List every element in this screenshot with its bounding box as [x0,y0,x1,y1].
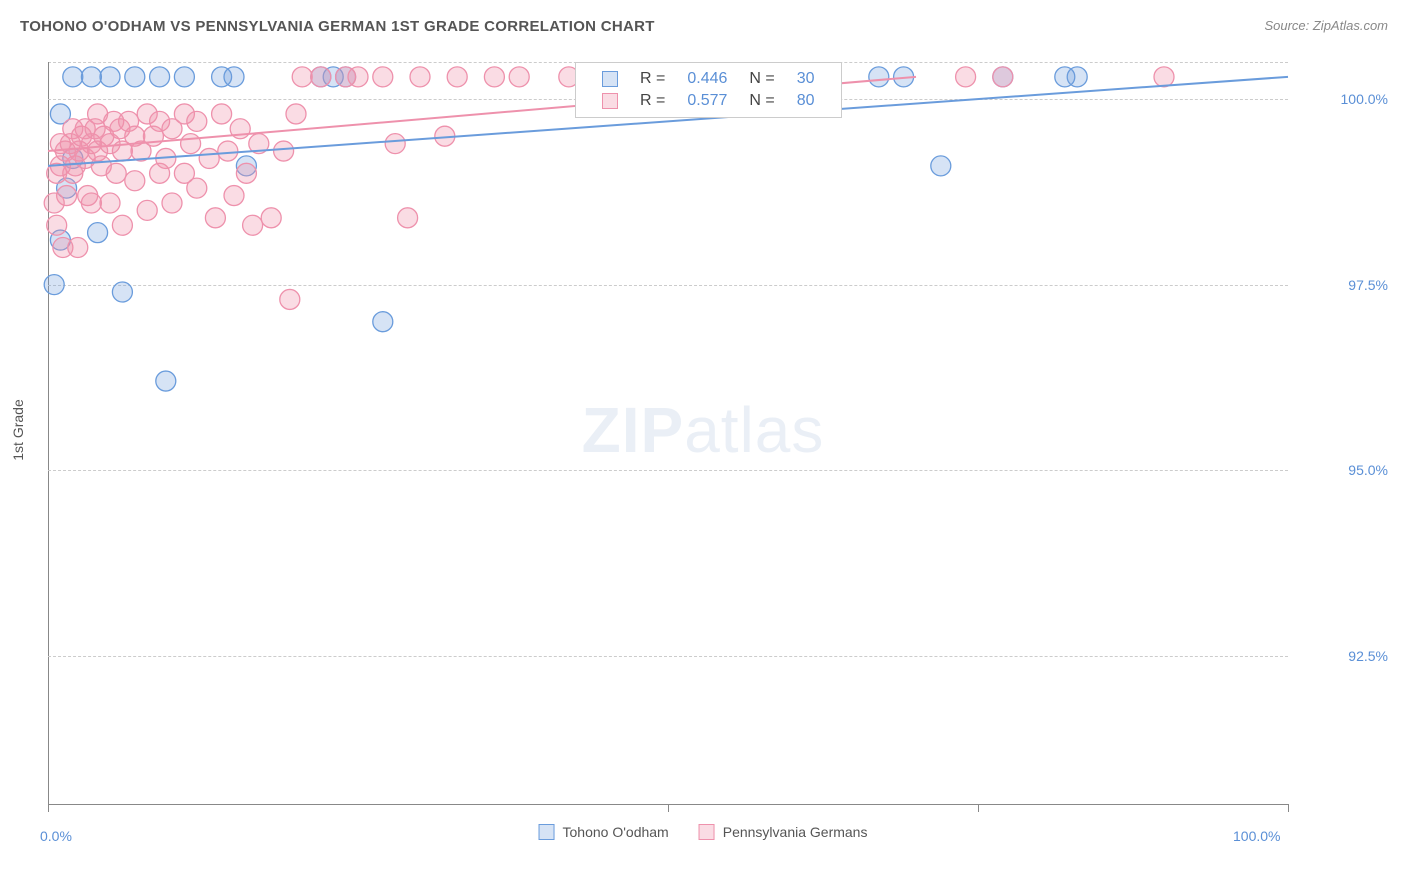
scatter-point [261,208,281,228]
legend-label: Pennsylvania Germans [723,824,868,840]
scatter-point [187,111,207,131]
scatter-point [410,67,430,87]
scatter-point [1154,67,1174,87]
series-swatch [602,71,618,87]
stat-r-value: 0.446 [677,69,737,89]
scatter-point [236,163,256,183]
scatter-point [156,371,176,391]
correlation-chart: TOHONO O'ODHAM VS PENNSYLVANIA GERMAN 1S… [0,0,1406,892]
scatter-point [212,104,232,124]
stats-legend-box: R =0.446N =30 R =0.577N =80 [575,62,842,118]
scatter-point [292,67,312,87]
scatter-point [100,67,120,87]
scatter-point [81,193,101,213]
scatter-point [88,223,108,243]
scatter-point [100,193,120,213]
scatter-point [373,67,393,87]
scatter-point [447,67,467,87]
scatter-point [174,67,194,87]
scatter-point [398,208,418,228]
y-tick-label: 100.0% [1341,91,1388,107]
scatter-point [243,215,263,235]
scatter-point [47,215,67,235]
source-label: Source: ZipAtlas.com [1264,18,1388,33]
scatter-point [150,67,170,87]
scatter-point [1067,67,1087,87]
scatter-point [68,238,88,258]
scatter-point [162,193,182,213]
stat-n-label: N = [739,91,784,111]
x-tick [978,804,979,812]
scatter-point [125,171,145,191]
stat-n-label: N = [739,69,784,89]
stat-r-label: R = [630,69,675,89]
y-tick-label: 95.0% [1348,462,1388,478]
x-tick [668,804,669,812]
scatter-point [286,104,306,124]
scatter-point [509,67,529,87]
scatter-point [112,282,132,302]
legend: Tohono O'odham Pennsylvania Germans [539,824,868,840]
y-tick-label: 92.5% [1348,648,1388,664]
scatter-point [57,186,77,206]
scatter-point [218,141,238,161]
stat-n-value: 30 [787,69,825,89]
chart-title: TOHONO O'ODHAM VS PENNSYLVANIA GERMAN 1S… [20,18,655,35]
scatter-point [181,134,201,154]
scatter-point [956,67,976,87]
stat-r-label: R = [630,91,675,111]
y-tick-label: 97.5% [1348,277,1388,293]
x-tick [48,804,49,812]
scatter-point [869,67,889,87]
x-tick [1288,804,1289,812]
scatter-point [199,148,219,168]
scatter-point [373,312,393,332]
stat-r-value: 0.577 [677,91,737,111]
x-tick-label: 0.0% [40,828,72,844]
legend-label: Tohono O'odham [563,824,669,840]
scatter-point [63,67,83,87]
scatter-point [224,67,244,87]
scatter-point [137,200,157,220]
scatter-point [44,275,64,295]
scatter-svg [48,62,1288,804]
legend-item: Tohono O'odham [539,824,669,840]
scatter-point [484,67,504,87]
legend-item: Pennsylvania Germans [699,824,868,840]
series-swatch [539,824,555,840]
series-swatch [699,824,715,840]
scatter-point [112,215,132,235]
scatter-point [311,67,331,87]
scatter-point [280,289,300,309]
x-tick-label: 100.0% [1233,828,1280,844]
series-swatch [602,93,618,109]
stat-n-value: 80 [787,91,825,111]
scatter-point [274,141,294,161]
scatter-point [993,67,1013,87]
scatter-point [125,67,145,87]
scatter-point [385,134,405,154]
scatter-point [224,186,244,206]
scatter-point [205,208,225,228]
scatter-point [348,67,368,87]
scatter-point [81,67,101,87]
y-axis-label: 1st Grade [10,399,26,460]
scatter-point [187,178,207,198]
scatter-point [931,156,951,176]
scatter-point [106,163,126,183]
